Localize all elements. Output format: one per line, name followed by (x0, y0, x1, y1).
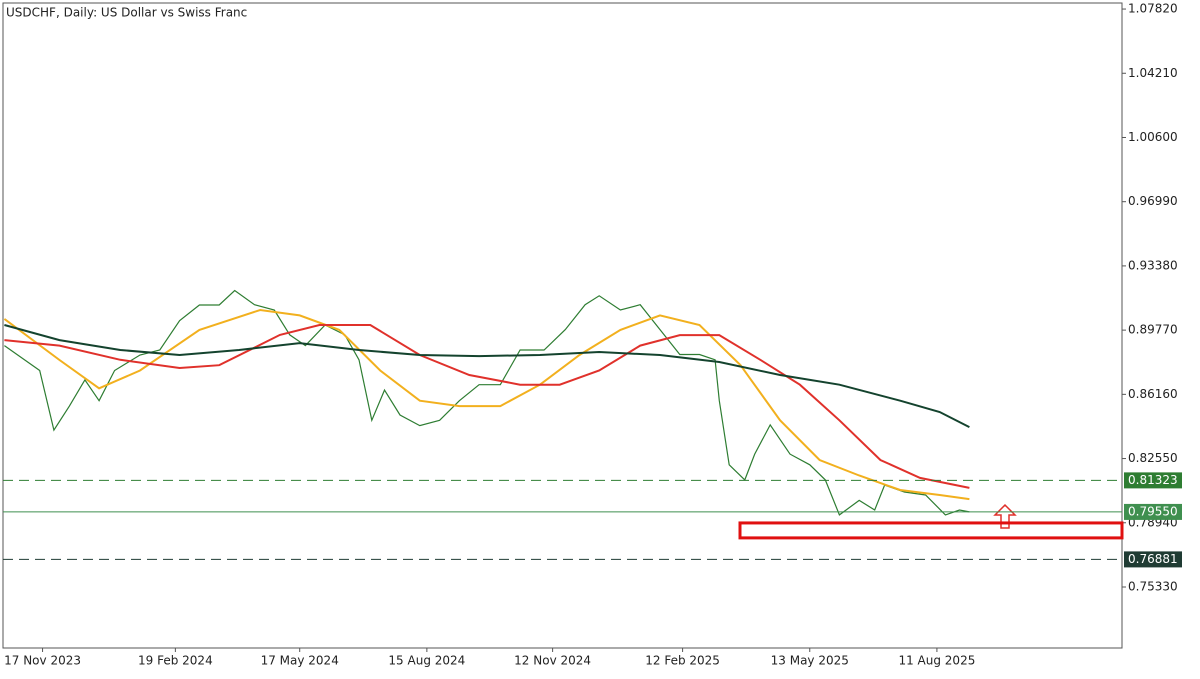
plot-frame (2, 2, 1123, 649)
x-tick-label: 12 Feb 2025 (645, 654, 720, 668)
y-tick-label: 1.00600 (1128, 130, 1178, 144)
y-tick-label: 0.75330 (1128, 579, 1178, 593)
y-tick-label: 0.96990 (1128, 194, 1178, 208)
x-tick-label: 12 Nov 2024 (514, 654, 591, 668)
price-line (4, 324, 970, 428)
up-arrow (993, 503, 1017, 529)
y-tick-label: 1.04210 (1128, 66, 1178, 80)
x-tick-label: 19 Feb 2024 (138, 654, 213, 668)
x-tick-label: 17 Nov 2023 (4, 654, 81, 668)
y-tick-label: 0.82550 (1128, 451, 1178, 465)
y-tick-label: 1.07820 (1128, 2, 1178, 16)
level-label: 0.79550 (1128, 504, 1178, 518)
chart-title: USDCHF, Daily: US Dollar vs Swiss Franc (6, 6, 247, 20)
level-label: 0.81323 (1128, 473, 1178, 487)
level-badge (1124, 472, 1182, 489)
x-tick-label: 13 May 2025 (771, 654, 849, 668)
y-tick-label: 0.93380 (1128, 258, 1178, 272)
price-line (4, 324, 970, 489)
x-tick-label: 17 May 2024 (261, 654, 339, 668)
level-badge (1124, 551, 1182, 568)
level-badge (1124, 503, 1182, 520)
support-zone (738, 521, 1124, 540)
y-tick-label: 0.86160 (1128, 387, 1178, 401)
x-tick-label: 15 Aug 2024 (388, 654, 465, 668)
price-line (3, 308, 970, 501)
x-tick-label: 11 Aug 2025 (898, 654, 975, 668)
level-label: 0.76881 (1128, 552, 1178, 566)
price-line (4, 289, 970, 516)
y-tick-label: 0.89770 (1128, 323, 1178, 337)
